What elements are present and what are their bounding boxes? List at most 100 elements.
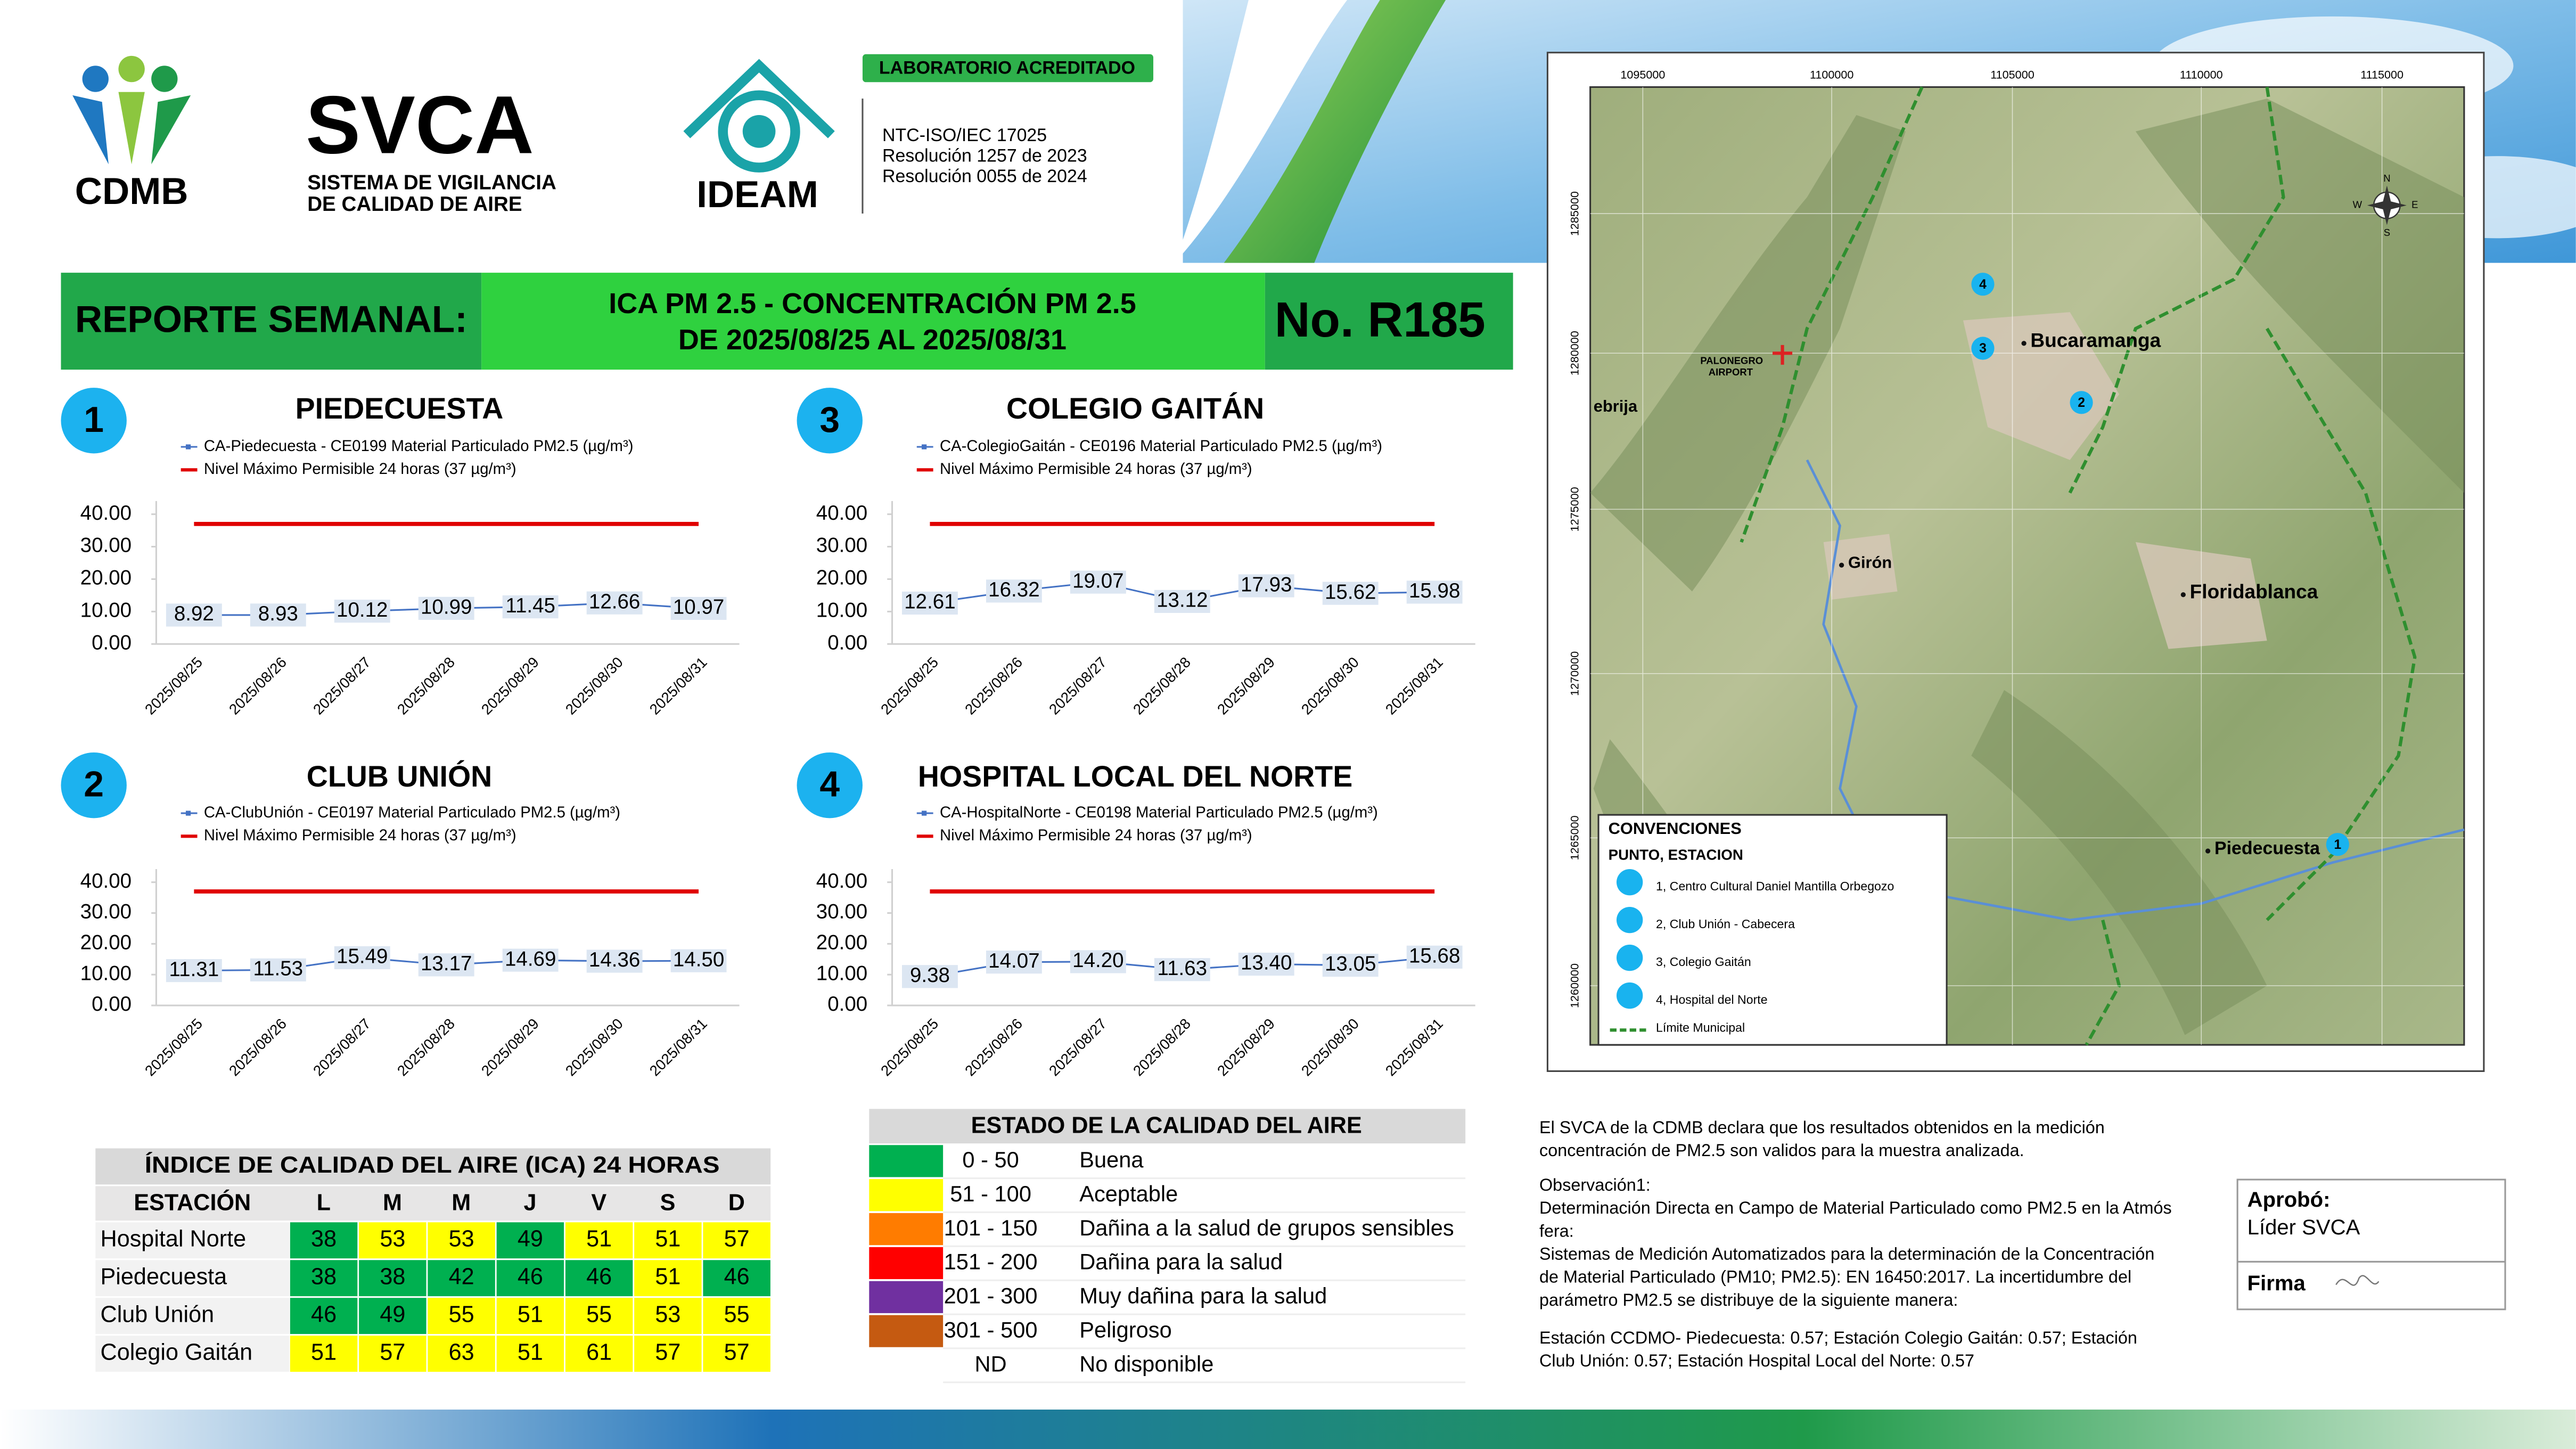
swoosh-white [1175,0,1348,263]
legend-marker [922,444,927,449]
x-tick-label: 2025/08/26 [226,654,290,718]
y-tick-label: 40.00 [816,502,867,525]
ica-value: 53 [380,1226,405,1252]
ica-value: 63 [449,1339,474,1365]
map-place: ebrija [1594,397,1638,415]
ica-value: 46 [724,1264,750,1290]
legend-range: 0 - 50 [962,1147,1019,1172]
legend-table-swatch [869,1145,944,1177]
x-tick-label: 2025/08/27 [1046,654,1110,718]
data-label: 14.69 [505,947,556,970]
x-tick-label: 2025/08/25 [142,1015,206,1079]
convention-symbol [1617,869,1643,896]
data-label: 11.53 [253,957,303,980]
legend-table-swatch [869,1315,944,1347]
ica-cell [496,1222,564,1259]
convention-symbol [1617,906,1643,934]
ica-value: 61 [586,1339,612,1365]
cdmb-logo [72,55,191,165]
compass-letter: W [2353,199,2362,210]
data-label-bg [418,953,474,977]
ica-column-header: D [728,1190,745,1216]
data-label: 15.62 [1325,580,1376,603]
x-tick-label: 2025/08/27 [1046,1015,1110,1079]
swoosh-green [1224,0,1446,263]
ica-column-header: S [660,1190,676,1216]
ica-station-bg [95,1222,290,1259]
data-label-bg [250,603,306,627]
svca-subtitle: SISTEMA DE VIGILANCIA [307,171,556,194]
note-line: fera: [1539,1221,1574,1240]
legend-label: Nivel Máximo Permisible 24 horas (37 µg/… [204,460,516,478]
legend-label: CA-Piedecuesta - CE0199 Material Particu… [204,437,634,455]
ica-cell [290,1336,358,1372]
airport-symbol [1773,345,1793,365]
x-tick-label: 2025/08/28 [1130,1015,1194,1079]
station-marker-number: 2 [2078,396,2085,410]
ica-value: 55 [724,1302,750,1328]
ica-cell [428,1298,495,1335]
map-y-coordinate: 1260000 [1568,963,1581,1008]
ica-value: 57 [655,1339,680,1365]
ica-value: 51 [655,1264,680,1290]
chart-badge [797,752,863,818]
signature [2335,1275,2380,1286]
legend-label: CA-ColegioGaitán - CE0196 Material Parti… [940,437,1382,455]
ica-station-bg [95,1298,290,1335]
map-place-dot [2180,592,2186,597]
ica-cell [565,1298,633,1335]
banner-left [61,273,482,370]
data-label-bg [670,596,727,620]
ica-cell [359,1260,426,1297]
data-label-bg [1154,958,1210,981]
ica-station: Hospital Norte [101,1226,247,1252]
legend-table-header [869,1109,1466,1144]
accreditation-line: Resolución 1257 de 2023 [882,146,1087,166]
station-marker [1971,273,1995,296]
legend-category: No disponible [1079,1351,1213,1376]
banner-middle [481,273,1265,370]
x-tick-label: 2025/08/26 [226,1015,290,1079]
data-label-bg [502,595,559,619]
data-label: 14.20 [1072,949,1123,972]
ica-value: 55 [449,1302,474,1328]
x-tick-label: 2025/08/29 [1214,1015,1278,1079]
ica-column-header: V [591,1190,606,1216]
ica-value: 51 [518,1339,543,1365]
chart-title: COLEGIO GAITÁN [1006,392,1264,425]
data-label: 11.45 [505,594,555,617]
ica-cell [359,1298,426,1335]
y-tick-label: 40.00 [80,502,132,525]
y-tick-label: 30.00 [816,534,867,557]
legend-label: CA-HospitalNorte - CE0198 Material Parti… [940,804,1378,821]
banner-title: ICA PM 2.5 - CONCENTRACIÓN PM 2.5 [609,288,1136,320]
legend-range: 301 - 500 [944,1317,1038,1342]
map-place: Piedecuesta [2214,838,2320,858]
x-tick-label: 2025/08/28 [394,1015,458,1079]
ica-cell [565,1260,633,1297]
map-place: PALONEGRO [1700,355,1763,366]
note-line: El SVCA de la CDMB declara que los resul… [1539,1118,2105,1137]
data-label: 8.93 [258,602,298,625]
legend-category: Aceptable [1079,1181,1178,1206]
map-place-dot [2021,341,2027,346]
data-label: 9.38 [910,964,950,987]
x-tick-label: 2025/08/26 [962,654,1026,718]
note-line: concentración de PM2.5 son validos para … [1539,1141,2024,1160]
x-tick-label: 2025/08/31 [1382,654,1446,718]
convention-label: 1, Centro Cultural Daniel Mantilla Orbeg… [1656,879,1894,893]
x-tick-label: 2025/08/30 [1298,654,1362,718]
data-label-bg [418,596,474,620]
note-line: Sistemas de Medición Automatizados para … [1539,1245,2154,1264]
data-label: 13.17 [421,952,472,975]
ica-value: 49 [518,1226,543,1252]
map-y-coordinate: 1275000 [1568,487,1581,531]
x-tick-label: 2025/08/29 [478,654,542,718]
y-tick-label: 40.00 [80,870,132,893]
data-label-bg [166,603,222,627]
note-line: parámetro PM2.5 se distribuye de la sigu… [1539,1290,1958,1309]
ica-value: 49 [380,1302,405,1328]
ica-cell [634,1298,702,1335]
boundary-label: Límite Municipal [1656,1020,1745,1034]
